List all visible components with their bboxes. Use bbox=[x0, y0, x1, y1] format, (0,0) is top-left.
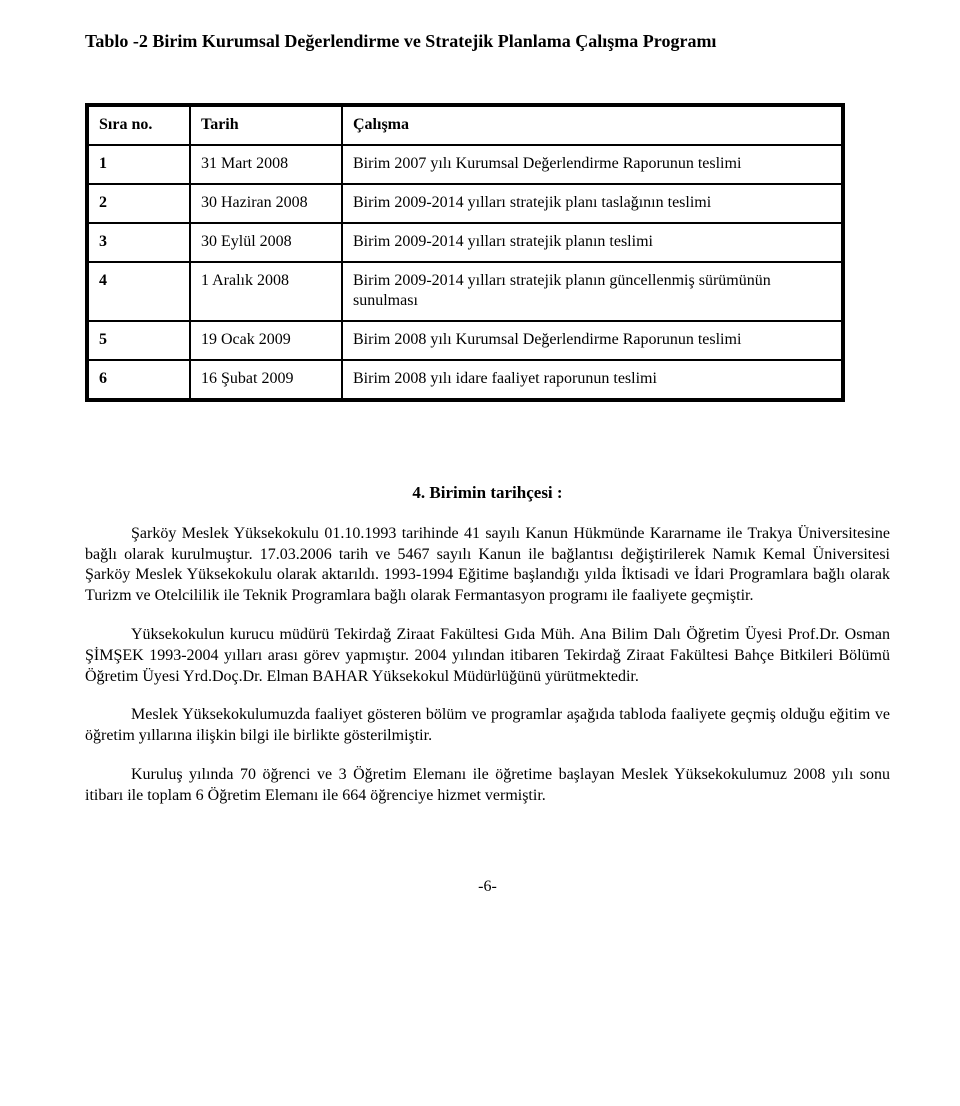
cell-no: 5 bbox=[87, 321, 190, 360]
cell-no: 2 bbox=[87, 184, 190, 223]
cell-task: Birim 2008 yılı Kurumsal Değerlendirme R… bbox=[342, 321, 843, 360]
table-row: 3 30 Eylül 2008 Birim 2009-2014 yılları … bbox=[87, 223, 843, 262]
paragraph: Kuruluş yılında 70 öğrenci ve 3 Öğretim … bbox=[85, 765, 890, 807]
cell-date: 1 Aralık 2008 bbox=[190, 262, 342, 322]
col-header-task: Çalışma bbox=[342, 105, 843, 145]
cell-no: 4 bbox=[87, 262, 190, 322]
table-row: 4 1 Aralık 2008 Birim 2009-2014 yılları … bbox=[87, 262, 843, 322]
section-heading: 4. Birimin tarihçesi : bbox=[85, 482, 890, 504]
cell-task: Birim 2009-2014 yılları stratejik planın… bbox=[342, 262, 843, 322]
cell-task: Birim 2009-2014 yılları stratejik planın… bbox=[342, 223, 843, 262]
cell-task: Birim 2009-2014 yılları stratejik planı … bbox=[342, 184, 843, 223]
cell-date: 31 Mart 2008 bbox=[190, 145, 342, 184]
cell-task: Birim 2007 yılı Kurumsal Değerlendirme R… bbox=[342, 145, 843, 184]
paragraph: Şarköy Meslek Yüksekokulu 01.10.1993 tar… bbox=[85, 524, 890, 607]
cell-date: 19 Ocak 2009 bbox=[190, 321, 342, 360]
table-row: 5 19 Ocak 2009 Birim 2008 yılı Kurumsal … bbox=[87, 321, 843, 360]
cell-no: 3 bbox=[87, 223, 190, 262]
schedule-table: Sıra no. Tarih Çalışma 1 31 Mart 2008 Bi… bbox=[85, 103, 845, 401]
table-row: 6 16 Şubat 2009 Birim 2008 yılı idare fa… bbox=[87, 360, 843, 400]
paragraph: Meslek Yüksekokulumuzda faaliyet göstere… bbox=[85, 705, 890, 747]
col-header-date: Tarih bbox=[190, 105, 342, 145]
cell-date: 30 Haziran 2008 bbox=[190, 184, 342, 223]
cell-no: 1 bbox=[87, 145, 190, 184]
paragraph: Yüksekokulun kurucu müdürü Tekirdağ Zira… bbox=[85, 625, 890, 687]
cell-task: Birim 2008 yılı idare faaliyet raporunun… bbox=[342, 360, 843, 400]
table-row: 1 31 Mart 2008 Birim 2007 yılı Kurumsal … bbox=[87, 145, 843, 184]
col-header-no: Sıra no. bbox=[87, 105, 190, 145]
cell-no: 6 bbox=[87, 360, 190, 400]
table-row: 2 30 Haziran 2008 Birim 2009-2014 yıllar… bbox=[87, 184, 843, 223]
page-title: Tablo -2 Birim Kurumsal Değerlendirme ve… bbox=[85, 30, 890, 53]
cell-date: 16 Şubat 2009 bbox=[190, 360, 342, 400]
cell-date: 30 Eylül 2008 bbox=[190, 223, 342, 262]
page-number: -6- bbox=[85, 877, 890, 898]
table-header-row: Sıra no. Tarih Çalışma bbox=[87, 105, 843, 145]
